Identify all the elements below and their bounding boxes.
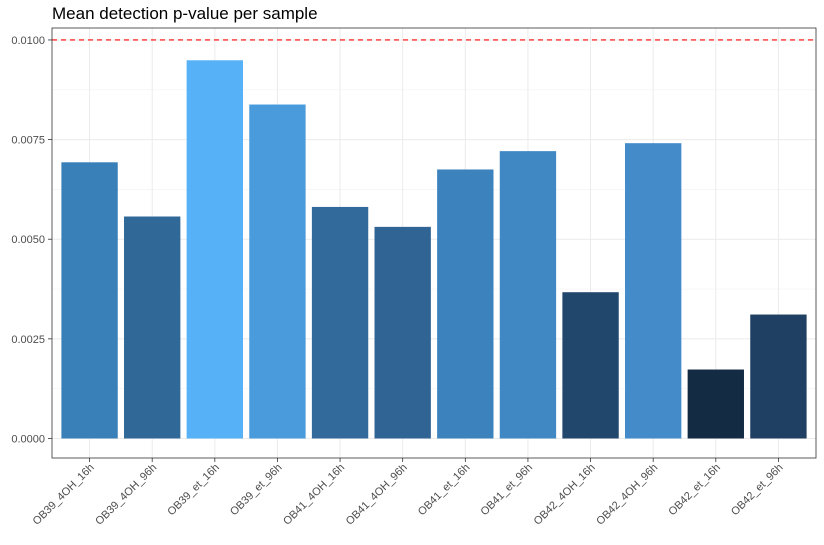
y-tick-label: 0.0050 — [11, 234, 45, 246]
x-tick-label: OB41_et_96h — [479, 462, 535, 518]
chart-title: Mean detection p-value per sample — [52, 4, 318, 23]
x-tick-label: OB39_et_16h — [165, 462, 221, 518]
x-tick-label: OB42_4OH_96h — [594, 462, 660, 528]
bar-OB42_4OH_96h — [625, 143, 682, 439]
bar-OB42_et_96h — [750, 314, 807, 439]
bar-OB41_et_16h — [437, 169, 494, 439]
bar-OB41_4OH_96h — [374, 226, 431, 439]
bar-OB41_4OH_16h — [311, 206, 369, 439]
x-tick-label: OB39_4OH_96h — [93, 462, 159, 528]
y-tick-label: 0.0075 — [11, 135, 45, 147]
bar-OB42_et_16h — [687, 369, 744, 439]
x-tick-label: OB42_et_96h — [729, 462, 785, 518]
y-axis: 0.0000 0.0025 0.0050 0.0075 0.0100 — [11, 35, 52, 445]
bars — [61, 60, 807, 439]
x-tick-label: OB41_et_16h — [416, 462, 472, 518]
y-tick-label: 0.0025 — [11, 334, 45, 346]
bar-OB39_et_96h — [249, 104, 306, 439]
panel-border — [51, 27, 817, 459]
bar-OB39_et_16h — [186, 60, 243, 439]
bar-OB39_4OH_96h — [124, 216, 181, 439]
y-tick-label: 0.0000 — [11, 433, 45, 445]
x-tick-label: OB41_4OH_96h — [344, 462, 410, 528]
x-tick-label: OB42_et_16h — [666, 462, 722, 518]
x-tick-label: OB41_4OH_16h — [281, 462, 347, 528]
bar-OB41_et_96h — [499, 151, 557, 439]
bar-OB39_4OH_16h — [61, 162, 118, 439]
y-tick-label: 0.0100 — [11, 35, 45, 47]
bar-OB42_4OH_16h — [562, 292, 619, 439]
x-tick-label: OB39_et_96h — [228, 462, 284, 518]
x-tick-label: OB42_4OH_16h — [532, 462, 598, 528]
x-tick-label: OB39_4OH_16h — [31, 462, 97, 528]
